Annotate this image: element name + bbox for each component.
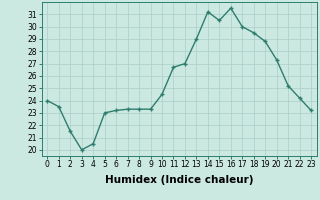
X-axis label: Humidex (Indice chaleur): Humidex (Indice chaleur) xyxy=(105,175,253,185)
